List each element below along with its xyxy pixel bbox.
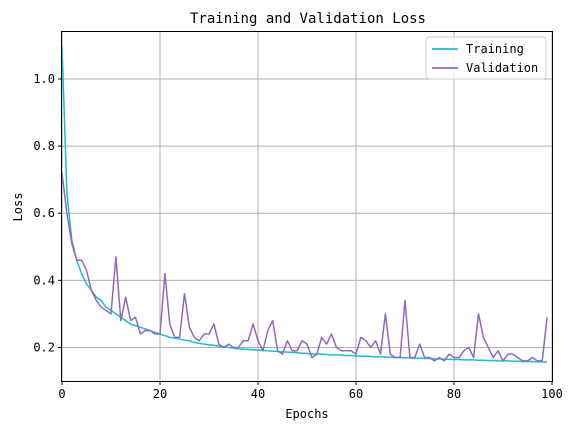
- y-tick-label: 0.2: [33, 340, 55, 354]
- x-tick-label: 0: [58, 387, 65, 401]
- x-tick-label: 80: [447, 387, 461, 401]
- legend-label-validation: Validation: [466, 61, 538, 75]
- y-tick-label: 0.4: [33, 273, 55, 287]
- series-lines: [61, 45, 548, 363]
- legend-label-training: Training: [466, 42, 524, 56]
- x-axis-label: Epochs: [285, 407, 328, 421]
- legend: Training Validation: [425, 36, 547, 80]
- x-tick-label: 100: [541, 387, 563, 401]
- y-tick-label: 0.6: [33, 206, 55, 220]
- x-tick-label: 20: [153, 387, 167, 401]
- y-tick-label: 1.0: [33, 72, 55, 86]
- grid: [61, 32, 553, 381]
- ticks: 0 20 40 60 80 100 0.2 0.4 0.6 0.8 1.0: [33, 72, 563, 401]
- y-tick-label: 0.8: [33, 139, 55, 153]
- chart-title: Training and Validation Loss: [190, 11, 426, 27]
- series-line-validation: [61, 172, 548, 362]
- plot-area-frame: [61, 31, 553, 382]
- series-line-training: [61, 45, 548, 363]
- y-axis-label: Loss: [11, 193, 25, 222]
- x-tick-label: 60: [349, 387, 363, 401]
- x-tick-label: 40: [251, 387, 265, 401]
